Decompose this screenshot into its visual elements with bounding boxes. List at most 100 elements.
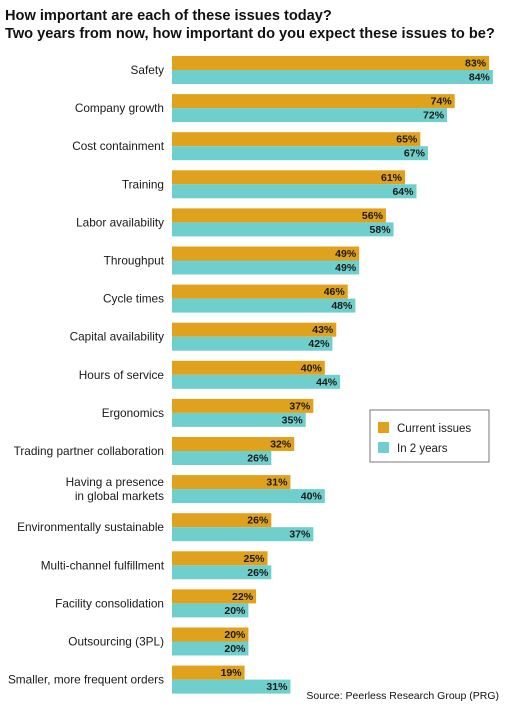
- category-label-line: Outsourcing (3PL): [68, 635, 164, 649]
- future-bar: [172, 336, 333, 351]
- current-bar: [172, 246, 360, 261]
- future-bar: [172, 489, 325, 504]
- current-bar: [172, 398, 314, 413]
- future-value-label: 20%: [224, 643, 246, 655]
- legend-swatch: [378, 442, 389, 453]
- legend-box: [369, 409, 490, 463]
- current-bar: [172, 170, 406, 185]
- category-label: Facility consolidation: [55, 596, 164, 610]
- category-label-line: Training: [122, 177, 164, 191]
- future-bar: [172, 641, 249, 656]
- current-bar: [172, 589, 257, 604]
- current-bar: [172, 132, 421, 147]
- category-label: Labor availability: [76, 215, 164, 229]
- category-label-line: Cycle times: [103, 292, 164, 306]
- category-label: Multi-channel fulfillment: [41, 558, 165, 572]
- future-bar: [172, 108, 448, 123]
- current-value-label: 49%: [335, 248, 357, 260]
- future-bar: [172, 451, 272, 465]
- future-value-label: 42%: [308, 338, 330, 350]
- current-value-label: 40%: [301, 362, 323, 374]
- current-bar: [172, 513, 272, 528]
- future-bar: [172, 374, 341, 389]
- legend-label: In 2 years: [397, 443, 448, 455]
- category-label-line: Environmentally sustainable: [17, 520, 164, 534]
- current-bar: [172, 208, 386, 223]
- future-value-label: 48%: [331, 300, 353, 312]
- future-value-label: 49%: [335, 262, 357, 274]
- current-bar: [172, 56, 490, 70]
- future-value-label: 44%: [316, 376, 338, 388]
- category-label-line: Trading partner collaboration: [14, 444, 164, 458]
- category-label: Company growth: [75, 101, 164, 115]
- current-value-label: 74%: [431, 96, 453, 108]
- current-bar: [172, 437, 295, 451]
- current-value-label: 22%: [232, 591, 254, 603]
- title-line-1: How important are each of these issues t…: [5, 8, 332, 24]
- category-label: Cost containment: [72, 139, 165, 153]
- current-value-label: 31%: [266, 477, 288, 489]
- future-value-label: 26%: [247, 453, 269, 465]
- current-value-label: 37%: [289, 400, 311, 412]
- current-bar: [172, 627, 249, 642]
- current-value-label: 61%: [381, 172, 403, 184]
- category-label-line: in global markets: [75, 489, 164, 503]
- future-bar: [172, 603, 249, 618]
- current-value-label: 56%: [362, 210, 384, 222]
- category-label: Smaller, more frequent orders: [8, 673, 164, 687]
- category-label-line: Hours of service: [79, 368, 165, 382]
- current-bar: [172, 360, 325, 375]
- category-label: Throughput: [104, 254, 165, 268]
- future-value-label: 31%: [266, 681, 288, 693]
- future-value-label: 72%: [423, 110, 445, 122]
- future-value-label: 58%: [370, 224, 392, 236]
- future-value-label: 37%: [289, 529, 311, 541]
- current-bar: [172, 665, 245, 680]
- current-bar: [172, 284, 348, 299]
- current-value-label: 32%: [270, 439, 292, 451]
- category-label-line: Facility consolidation: [55, 596, 164, 610]
- category-label: Environmentally sustainable: [17, 520, 164, 534]
- source-note: Source: Peerless Research Group (PRG): [306, 690, 499, 702]
- current-bar: [172, 475, 291, 490]
- category-label-line: Company growth: [75, 101, 164, 115]
- category-label-line: Labor availability: [76, 215, 164, 229]
- current-value-label: 20%: [224, 629, 246, 641]
- current-value-label: 83%: [465, 58, 487, 70]
- category-label-line: Cost containment: [72, 139, 165, 153]
- legend-swatch: [378, 422, 389, 433]
- future-value-label: 67%: [404, 148, 426, 160]
- category-label: Cycle times: [103, 292, 164, 306]
- future-value-label: 40%: [301, 491, 323, 503]
- future-bar: [172, 70, 493, 84]
- future-bar: [172, 412, 306, 427]
- current-value-label: 43%: [312, 324, 334, 336]
- future-value-label: 84%: [469, 72, 491, 84]
- future-bar: [172, 298, 356, 313]
- current-value-label: 46%: [324, 286, 346, 298]
- category-label-line: Safety: [131, 63, 165, 77]
- future-value-label: 35%: [282, 414, 304, 426]
- future-bar: [172, 527, 314, 542]
- category-label: Trading partner collaboration: [14, 444, 164, 458]
- future-bar: [172, 184, 417, 199]
- category-label: Hours of service: [79, 368, 165, 382]
- current-value-label: 26%: [247, 515, 269, 527]
- category-label: Having a presence in global markets: [66, 475, 165, 503]
- category-label: Capital availability: [70, 330, 165, 344]
- future-value-label: 64%: [392, 186, 414, 198]
- future-bar: [172, 146, 428, 161]
- future-value-label: 26%: [247, 567, 269, 579]
- category-label: Outsourcing (3PL): [68, 635, 164, 649]
- title-line-2: Two years from now, how important do you…: [5, 26, 495, 42]
- current-value-label: 19%: [221, 667, 243, 679]
- future-bar: [172, 565, 272, 580]
- current-bar: [172, 551, 268, 566]
- future-value-label: 20%: [224, 605, 246, 617]
- category-label-line: Ergonomics: [102, 406, 164, 420]
- category-label: Ergonomics: [102, 406, 164, 420]
- legend-label: Current issues: [397, 423, 471, 435]
- category-label-line: Throughput: [104, 254, 165, 268]
- category-label-line: Smaller, more frequent orders: [8, 673, 164, 687]
